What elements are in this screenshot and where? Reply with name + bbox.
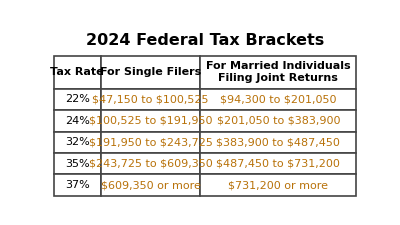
Text: $191,950 to $243,725: $191,950 to $243,725 <box>89 137 212 147</box>
Bar <box>101 89 200 110</box>
Text: Tax Rate: Tax Rate <box>50 67 104 77</box>
Bar <box>101 174 200 196</box>
Text: 35%: 35% <box>65 159 90 169</box>
Bar <box>200 131 356 153</box>
Bar <box>101 131 200 153</box>
Bar <box>200 110 356 131</box>
Text: $731,200 or more: $731,200 or more <box>228 180 328 190</box>
Bar <box>54 153 101 174</box>
Bar <box>200 174 356 196</box>
Text: $243,725 to $609,350: $243,725 to $609,350 <box>89 159 212 169</box>
Bar <box>54 110 101 131</box>
Text: $47,150 to $100,525: $47,150 to $100,525 <box>92 94 209 104</box>
Text: 37%: 37% <box>65 180 90 190</box>
Text: 2024 Federal Tax Brackets: 2024 Federal Tax Brackets <box>86 33 324 48</box>
Bar <box>200 56 356 89</box>
Bar <box>54 174 101 196</box>
Text: 22%: 22% <box>65 94 90 104</box>
Text: For Married Individuals
Filing Joint Returns: For Married Individuals Filing Joint Ret… <box>206 61 351 83</box>
Text: $201,050 to $383,900: $201,050 to $383,900 <box>217 116 340 126</box>
Text: $100,525 to $191,950: $100,525 to $191,950 <box>89 116 212 126</box>
Text: 32%: 32% <box>65 137 90 147</box>
Text: $383,900 to $487,450: $383,900 to $487,450 <box>216 137 340 147</box>
Bar <box>200 153 356 174</box>
Text: $609,350 or more: $609,350 or more <box>101 180 200 190</box>
Bar <box>54 56 101 89</box>
Bar <box>54 131 101 153</box>
Bar <box>101 110 200 131</box>
Bar <box>101 153 200 174</box>
Text: For Single Filers: For Single Filers <box>100 67 201 77</box>
Bar <box>54 89 101 110</box>
Text: $487,450 to $731,200: $487,450 to $731,200 <box>216 159 340 169</box>
Text: 24%: 24% <box>65 116 90 126</box>
Bar <box>101 56 200 89</box>
Bar <box>200 89 356 110</box>
Text: $94,300 to $201,050: $94,300 to $201,050 <box>220 94 337 104</box>
